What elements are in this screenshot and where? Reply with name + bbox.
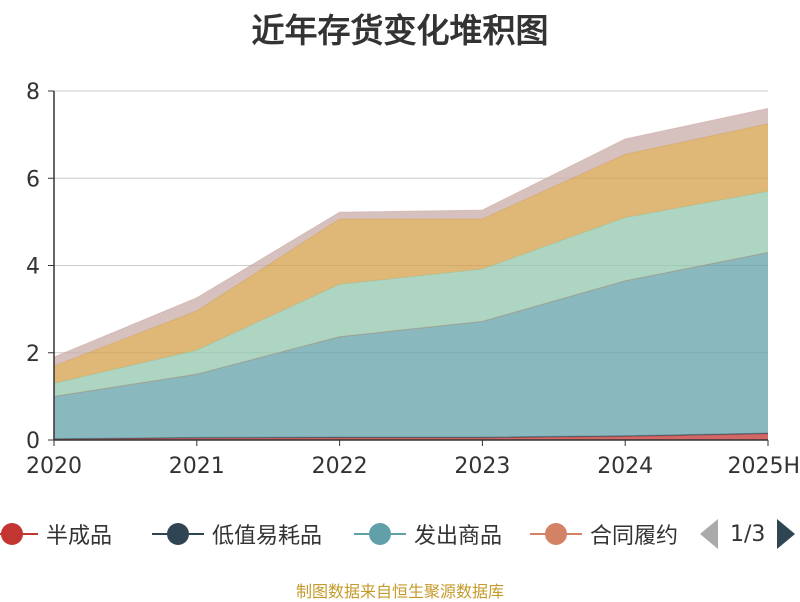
area-series-6 (54, 108, 768, 366)
legend: 半成品 低值易耗品 发出商品 合同履约 1/3 (0, 514, 800, 554)
x-tick-label: 2020 (26, 454, 82, 479)
legend-next-page-icon[interactable] (777, 519, 796, 549)
legend-prev-page-icon[interactable] (700, 519, 718, 549)
legend-marker-icon (530, 514, 582, 554)
x-tick-label: 2025H (727, 454, 800, 479)
y-tick-label: 2 (26, 342, 40, 367)
legend-label: 发出商品 (414, 524, 503, 549)
legend-item[interactable]: 发出商品 (354, 514, 502, 554)
legend-label: 半成品 (46, 524, 113, 549)
legend-pager: 1/3 (700, 514, 796, 554)
legend-page-indicator: 1/3 (730, 521, 766, 547)
area-series-4 (54, 191, 768, 397)
area-series-edge (53, 107, 769, 358)
x-tick-label: 2023 (454, 454, 510, 479)
area-series-5 (54, 123, 768, 384)
chart-title: 近年存货变化堆积图 (251, 11, 549, 50)
y-tick-label: 6 (26, 167, 40, 192)
x-tick-label: 2024 (597, 454, 653, 479)
y-tick-label: 8 (26, 80, 40, 105)
legend-label: 合同履约 (590, 524, 679, 549)
y-axis-label-fragment (0, 95, 4, 135)
legend-label: 低值易耗品 (212, 524, 323, 549)
legend-item[interactable]: 低值易耗品 (152, 514, 322, 554)
legend-item[interactable]: 合同履约 (530, 514, 678, 554)
area-series-2 (54, 252, 768, 439)
legend-marker-icon (152, 514, 204, 554)
legend-items: 半成品 低值易耗品 发出商品 合同履约 (0, 514, 690, 554)
x-tick-label: 2021 (169, 454, 225, 479)
legend-marker-icon (354, 514, 406, 554)
x-tick-label: 2022 (312, 454, 368, 479)
y-tick-label: 4 (26, 255, 40, 280)
legend-marker-icon (0, 514, 38, 554)
source-note: 制图数据来自恒生聚源数据库 (295, 582, 504, 601)
y-tick-label: 0 (26, 429, 40, 454)
legend-item[interactable]: 半成品 (0, 514, 112, 554)
